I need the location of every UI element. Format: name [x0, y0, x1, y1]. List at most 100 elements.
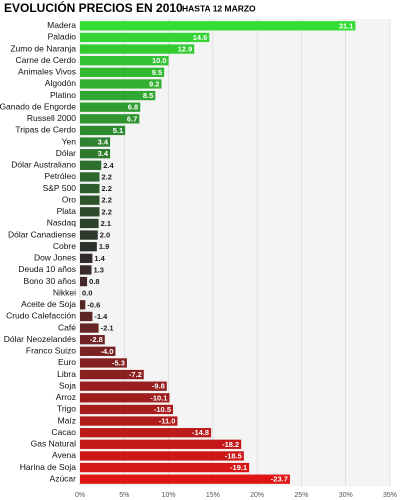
value-label: 31.1 — [339, 21, 354, 30]
bar — [80, 335, 105, 345]
y-tick-label: Café — [58, 322, 76, 332]
y-tick-label: Bono 30 años — [24, 276, 76, 286]
value-label: -4.0 — [100, 347, 113, 356]
value-label: 0.0 — [82, 289, 92, 298]
bar — [80, 253, 93, 263]
y-tick-label: Gas Natural — [31, 439, 76, 449]
value-label: 6.8 — [128, 103, 138, 112]
value-label: -19.1 — [230, 463, 247, 472]
bar — [80, 416, 178, 426]
value-label: 6.7 — [127, 114, 137, 123]
y-tick-label: Deuda 10 años — [18, 264, 76, 274]
bar — [80, 474, 290, 484]
y-tick-label: Arroz — [56, 392, 76, 402]
y-tick-label: Madera — [47, 20, 76, 30]
x-tick-label: 0% — [75, 492, 85, 499]
value-label: 1.9 — [99, 242, 109, 251]
y-tick-label: Nasdaq — [47, 218, 77, 228]
y-tick-label: Avena — [52, 450, 76, 460]
value-label: 2.2 — [101, 207, 111, 216]
bar — [80, 439, 242, 449]
y-tick-label: Ganado de Engorde — [0, 101, 76, 111]
value-label: 8.5 — [143, 91, 153, 100]
y-tick-label: Dow Jones — [34, 253, 76, 263]
y-tick-label: Dólar Neozelandés — [4, 334, 76, 344]
bar — [80, 230, 98, 240]
y-tick-label: Soja — [59, 380, 76, 390]
y-tick-label: Cobre — [53, 241, 76, 251]
y-tick-label: Zumo de Naranja — [10, 43, 76, 53]
y-tick-label: Tripas de Cerdo — [15, 125, 76, 135]
value-label: 2.2 — [101, 172, 111, 181]
bar — [80, 21, 356, 31]
bar — [80, 149, 111, 159]
bar — [80, 381, 167, 391]
value-label: -2.1 — [101, 324, 114, 333]
plot-area — [80, 19, 390, 486]
chart-subtitle: HASTA 12 MARZO — [182, 3, 256, 13]
x-tick-label: 25% — [294, 492, 308, 499]
x-tick-label: 30% — [339, 492, 353, 499]
value-label: -9.8 — [152, 382, 165, 391]
bar — [80, 242, 97, 252]
value-label: -2.8 — [90, 335, 103, 344]
value-label: 3.4 — [98, 138, 109, 147]
y-tick-label: Animales Vivos — [18, 67, 76, 77]
bar — [80, 114, 140, 124]
value-label: -18.5 — [225, 451, 242, 460]
value-label: 3.4 — [98, 149, 109, 158]
value-label: -14.8 — [192, 428, 209, 437]
x-tick-label: 35% — [383, 492, 397, 499]
y-tick-label: Platino — [50, 90, 76, 100]
bar — [80, 265, 92, 275]
value-label: 2.4 — [103, 161, 114, 170]
bar — [80, 183, 100, 194]
x-tick-label: 5% — [119, 492, 129, 499]
value-label: 14.6 — [193, 33, 208, 42]
y-tick-label: Aceite de Soja — [21, 299, 76, 309]
y-tick-label: Dólar — [56, 148, 76, 158]
bar — [80, 428, 212, 438]
y-tick-label: Yen — [62, 136, 77, 146]
bar — [80, 102, 141, 112]
bar — [80, 32, 210, 43]
x-tick-label: 15% — [206, 492, 220, 499]
y-tick-label: Carne de Cerdo — [16, 55, 77, 65]
bar — [80, 323, 99, 333]
value-label: 0.8 — [89, 277, 99, 286]
x-tick-label: 20% — [250, 492, 264, 499]
value-label: -5.3 — [112, 358, 125, 367]
bar — [80, 79, 162, 89]
y-tick-label: Trigo — [57, 404, 76, 414]
y-tick-label: S&P 500 — [43, 183, 77, 193]
y-tick-label: Petróleo — [44, 171, 76, 181]
bar — [80, 300, 86, 310]
y-tick-label: Dólar Australiano — [11, 160, 76, 170]
bar — [80, 462, 250, 473]
value-label: -18.2 — [222, 440, 239, 449]
value-label: 5.1 — [113, 126, 123, 135]
bar — [80, 311, 93, 322]
bar — [80, 90, 156, 101]
bar — [80, 346, 116, 356]
y-tick-label: Plata — [57, 206, 77, 216]
y-tick-label: Oro — [62, 194, 76, 204]
value-label: 2.2 — [101, 196, 111, 205]
chart-title: EVOLUCIÓN PRECIOS EN 2010 — [4, 0, 183, 15]
value-label: -11.0 — [159, 417, 176, 426]
bar — [80, 393, 170, 403]
bar — [80, 67, 165, 77]
bar — [80, 451, 244, 461]
y-tick-label: Azúcar — [50, 473, 77, 483]
bar — [80, 404, 173, 415]
bar — [80, 207, 100, 217]
value-label: -23.7 — [271, 475, 288, 484]
y-tick-label: Franco Suizo — [26, 346, 76, 356]
value-label: 9.2 — [149, 79, 159, 88]
bar — [80, 358, 127, 368]
value-label: 2.0 — [100, 231, 110, 240]
y-tick-label: Cacao — [51, 427, 76, 437]
value-label: -10.5 — [154, 405, 171, 414]
